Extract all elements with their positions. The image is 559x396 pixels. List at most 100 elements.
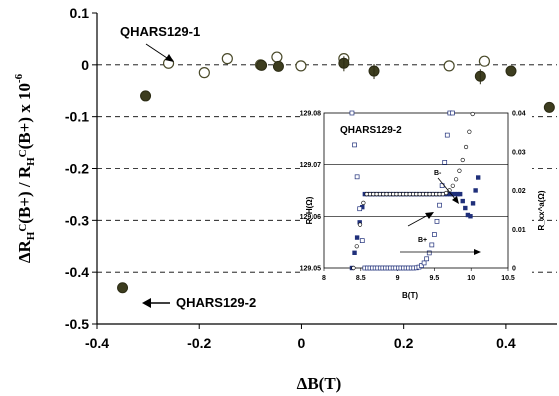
inset-y-tick-label: 129.06 — [300, 214, 322, 221]
inset-y2-tick-label: 0.03 — [512, 149, 526, 156]
inset-x-tick-label: 9 — [396, 275, 400, 282]
inset-point-rxx — [421, 260, 427, 266]
inset-traces — [349, 110, 481, 271]
inset-point-rh-filled — [475, 175, 481, 180]
inset-point-rh-open — [450, 183, 455, 188]
x-tick-label: -0.2 — [187, 335, 211, 351]
inset-arrow-label-bminus: B- — [434, 170, 442, 177]
inset-point-rh-filled — [460, 198, 465, 204]
inset-point-rxx — [437, 202, 442, 208]
inset-x-tick-label: 8.5 — [356, 275, 366, 282]
inset-point-rh-open — [354, 244, 359, 249]
inset-point-rh-filled — [457, 191, 463, 197]
x-tick-label: 0.4 — [496, 335, 516, 351]
y-axis-title: ΔRHC(B+) / RHC(B+) x 10-6 — [13, 73, 37, 263]
arrow-head — [142, 298, 151, 308]
arrow-head — [474, 249, 481, 255]
inset-point-rxx — [354, 174, 360, 180]
inset-point-rh-open — [457, 168, 462, 173]
data-point-qhars129-1 — [221, 53, 233, 65]
inset-point-rh-filled — [360, 204, 365, 210]
inset-point-rxx — [349, 110, 355, 116]
data-point-qhars129-2 — [140, 90, 152, 102]
inset-point-rxx — [444, 132, 450, 138]
inset-background — [300, 108, 532, 306]
inset-point-rh-open — [463, 144, 469, 150]
inset-point-rh-open — [361, 200, 366, 205]
inset-arrow — [437, 177, 457, 201]
arrow-head — [425, 212, 434, 219]
inset-point-rh-filled — [455, 191, 460, 197]
inset-x-tick-label: 9.5 — [430, 275, 440, 282]
inset-point-rh-open — [460, 157, 465, 163]
inset-x-tick-label: 10 — [467, 275, 475, 282]
annotation-arrow — [145, 43, 171, 61]
inset-point-rh-filled — [473, 188, 478, 193]
data-point-qhars129-2 — [272, 60, 284, 72]
data-point-qhars129-2 — [505, 65, 517, 77]
inset-y2-tick-label: 0.01 — [512, 227, 526, 234]
annotation-qhars129-2: QHARS129-2 — [176, 295, 256, 310]
inset-point-rh-filled — [463, 205, 468, 211]
inset-x-tick-label: 10.5 — [501, 275, 515, 282]
y-tick-label: -0.2 — [65, 161, 89, 177]
inset-y2-tick-label: 0.04 — [512, 111, 526, 118]
y-tick-label: -0.5 — [65, 316, 89, 332]
data-point-qhars129-2 — [117, 282, 129, 294]
arrow-head — [452, 196, 459, 204]
inset-point-rxx — [442, 160, 448, 165]
y-tick-label: 0.1 — [70, 5, 90, 21]
inset-x-tick-label: 8 — [322, 275, 326, 282]
y-tick-label: -0.1 — [65, 109, 89, 125]
x-axis-title: ΔB(T) — [297, 374, 342, 393]
inset-point-rxx — [450, 110, 455, 116]
inset-point-rxx — [434, 219, 440, 224]
annotation-qhars129-1: QHARS129-1 — [120, 24, 200, 39]
inset-point-rxx — [359, 238, 365, 243]
data-point-qhars129-1 — [198, 67, 210, 79]
inset-y2-axis-title: R_xx^a(Ω) — [537, 190, 546, 230]
data-point-qhars129-1 — [295, 60, 307, 72]
inset-y2-tick-label: 0 — [512, 266, 516, 273]
inset-point-rh-open — [467, 129, 472, 134]
data-point-qhars129-1 — [478, 55, 491, 67]
inset-point-rxx — [352, 142, 357, 148]
inset-point-rxx — [432, 232, 437, 237]
inset-point-rh-filled — [465, 212, 471, 218]
x-tick-label: 0 — [298, 335, 306, 351]
inset-y-tick-label: 129.07 — [300, 162, 322, 169]
inset-annotation: QHARS129-2 — [340, 125, 402, 136]
inset-point-rh-open — [454, 177, 459, 182]
x-tick-label: 0.2 — [394, 335, 414, 351]
data-point-qhars129-2 — [543, 101, 555, 113]
inset-point-rh-filled — [468, 214, 473, 219]
arrow-head — [165, 54, 174, 62]
inset-point-rh-filled — [354, 235, 360, 240]
inset-point-rxx — [357, 206, 363, 212]
inset-point-rh-filled — [470, 201, 476, 206]
inset-y-tick-label: 129.05 — [300, 266, 322, 273]
inset-arrow-label-bplus: B+ — [418, 237, 427, 244]
inset-point-rh-filled — [357, 220, 362, 225]
inset-point-rh-filled — [452, 191, 458, 197]
inset-point-rh-open — [444, 190, 449, 196]
inset-y-tick-label: 129.08 — [300, 111, 322, 118]
inset-point-rh-open — [351, 265, 356, 271]
inset-point-rh-open — [470, 111, 475, 117]
data-point-qhars129-2 — [256, 59, 268, 71]
inset-point-rh-open — [357, 222, 363, 227]
data-point-qhars129-1 — [271, 51, 283, 63]
inset-y2-tick-label: 0.02 — [512, 188, 526, 195]
inset-point-rh-filled — [450, 191, 455, 197]
y-tick-label: -0.3 — [65, 212, 89, 228]
data-point-qhars129-1 — [443, 60, 455, 72]
inset-point-rxx — [424, 256, 430, 262]
x-tick-label: -0.4 — [85, 335, 109, 351]
inset-arrow — [407, 213, 431, 227]
inset-point-rh-filled — [447, 191, 453, 197]
inset-point-rxx — [429, 242, 435, 248]
inset-point-rh-filled — [352, 250, 357, 255]
inset-point-rxx — [419, 263, 424, 268]
inset-point-rxx — [426, 250, 432, 256]
